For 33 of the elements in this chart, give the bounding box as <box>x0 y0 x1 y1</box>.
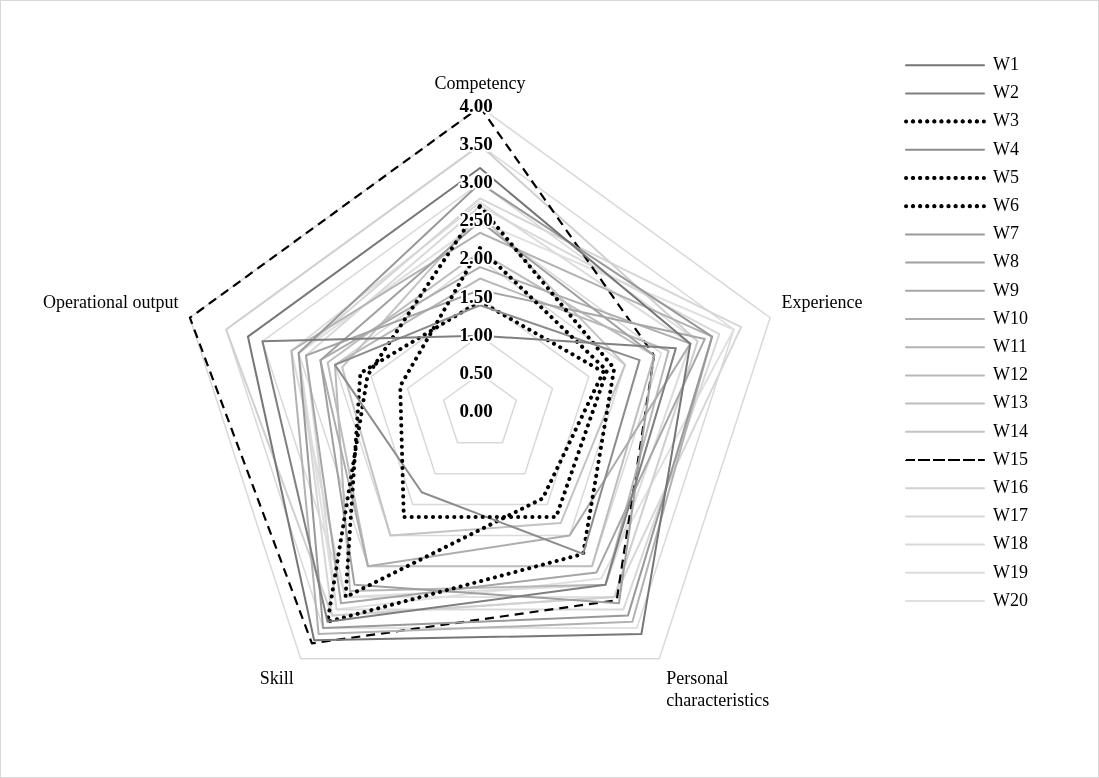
legend-label: W17 <box>993 505 1029 526</box>
y-tick-label: 0.50 <box>459 361 493 383</box>
y-tick-label: 3.00 <box>459 171 493 193</box>
y-tick-label: 1.00 <box>459 323 493 345</box>
legend-label: W7 <box>993 223 1020 244</box>
legend-label: W6 <box>993 194 1020 215</box>
spoke-label: Personal characteristics <box>666 668 770 710</box>
spoke-label: Skill <box>259 668 294 689</box>
legend-label: W9 <box>993 279 1020 300</box>
legend-label: W3 <box>993 110 1020 131</box>
y-tick-label: 3.50 <box>459 132 493 154</box>
legend-label: W1 <box>993 53 1020 74</box>
legend-label: W5 <box>993 166 1020 187</box>
legend-label: W4 <box>993 138 1020 159</box>
legend-label: W13 <box>993 392 1029 413</box>
legend-label: W15 <box>993 448 1029 469</box>
legend-label: W11 <box>993 335 1028 356</box>
legend-label: W20 <box>993 589 1029 610</box>
y-tick-label: 2.50 <box>459 209 493 231</box>
spoke-label: Experience <box>781 291 863 312</box>
y-tick-label: 1.50 <box>459 285 493 307</box>
spoke-label: Operational output <box>43 291 179 312</box>
spoke-label: Competency <box>434 72 526 93</box>
legend-label: W14 <box>993 420 1029 441</box>
legend-label: W16 <box>993 476 1029 497</box>
legend-label: W8 <box>993 251 1020 272</box>
legend-label: W18 <box>993 533 1029 554</box>
legend-label: W12 <box>993 364 1029 385</box>
legend-label: W10 <box>993 307 1029 328</box>
legend-label: W19 <box>993 561 1029 582</box>
y-tick-label: 0.00 <box>459 399 493 421</box>
y-tick-label: 4.00 <box>459 94 493 116</box>
legend-label: W2 <box>993 82 1020 103</box>
